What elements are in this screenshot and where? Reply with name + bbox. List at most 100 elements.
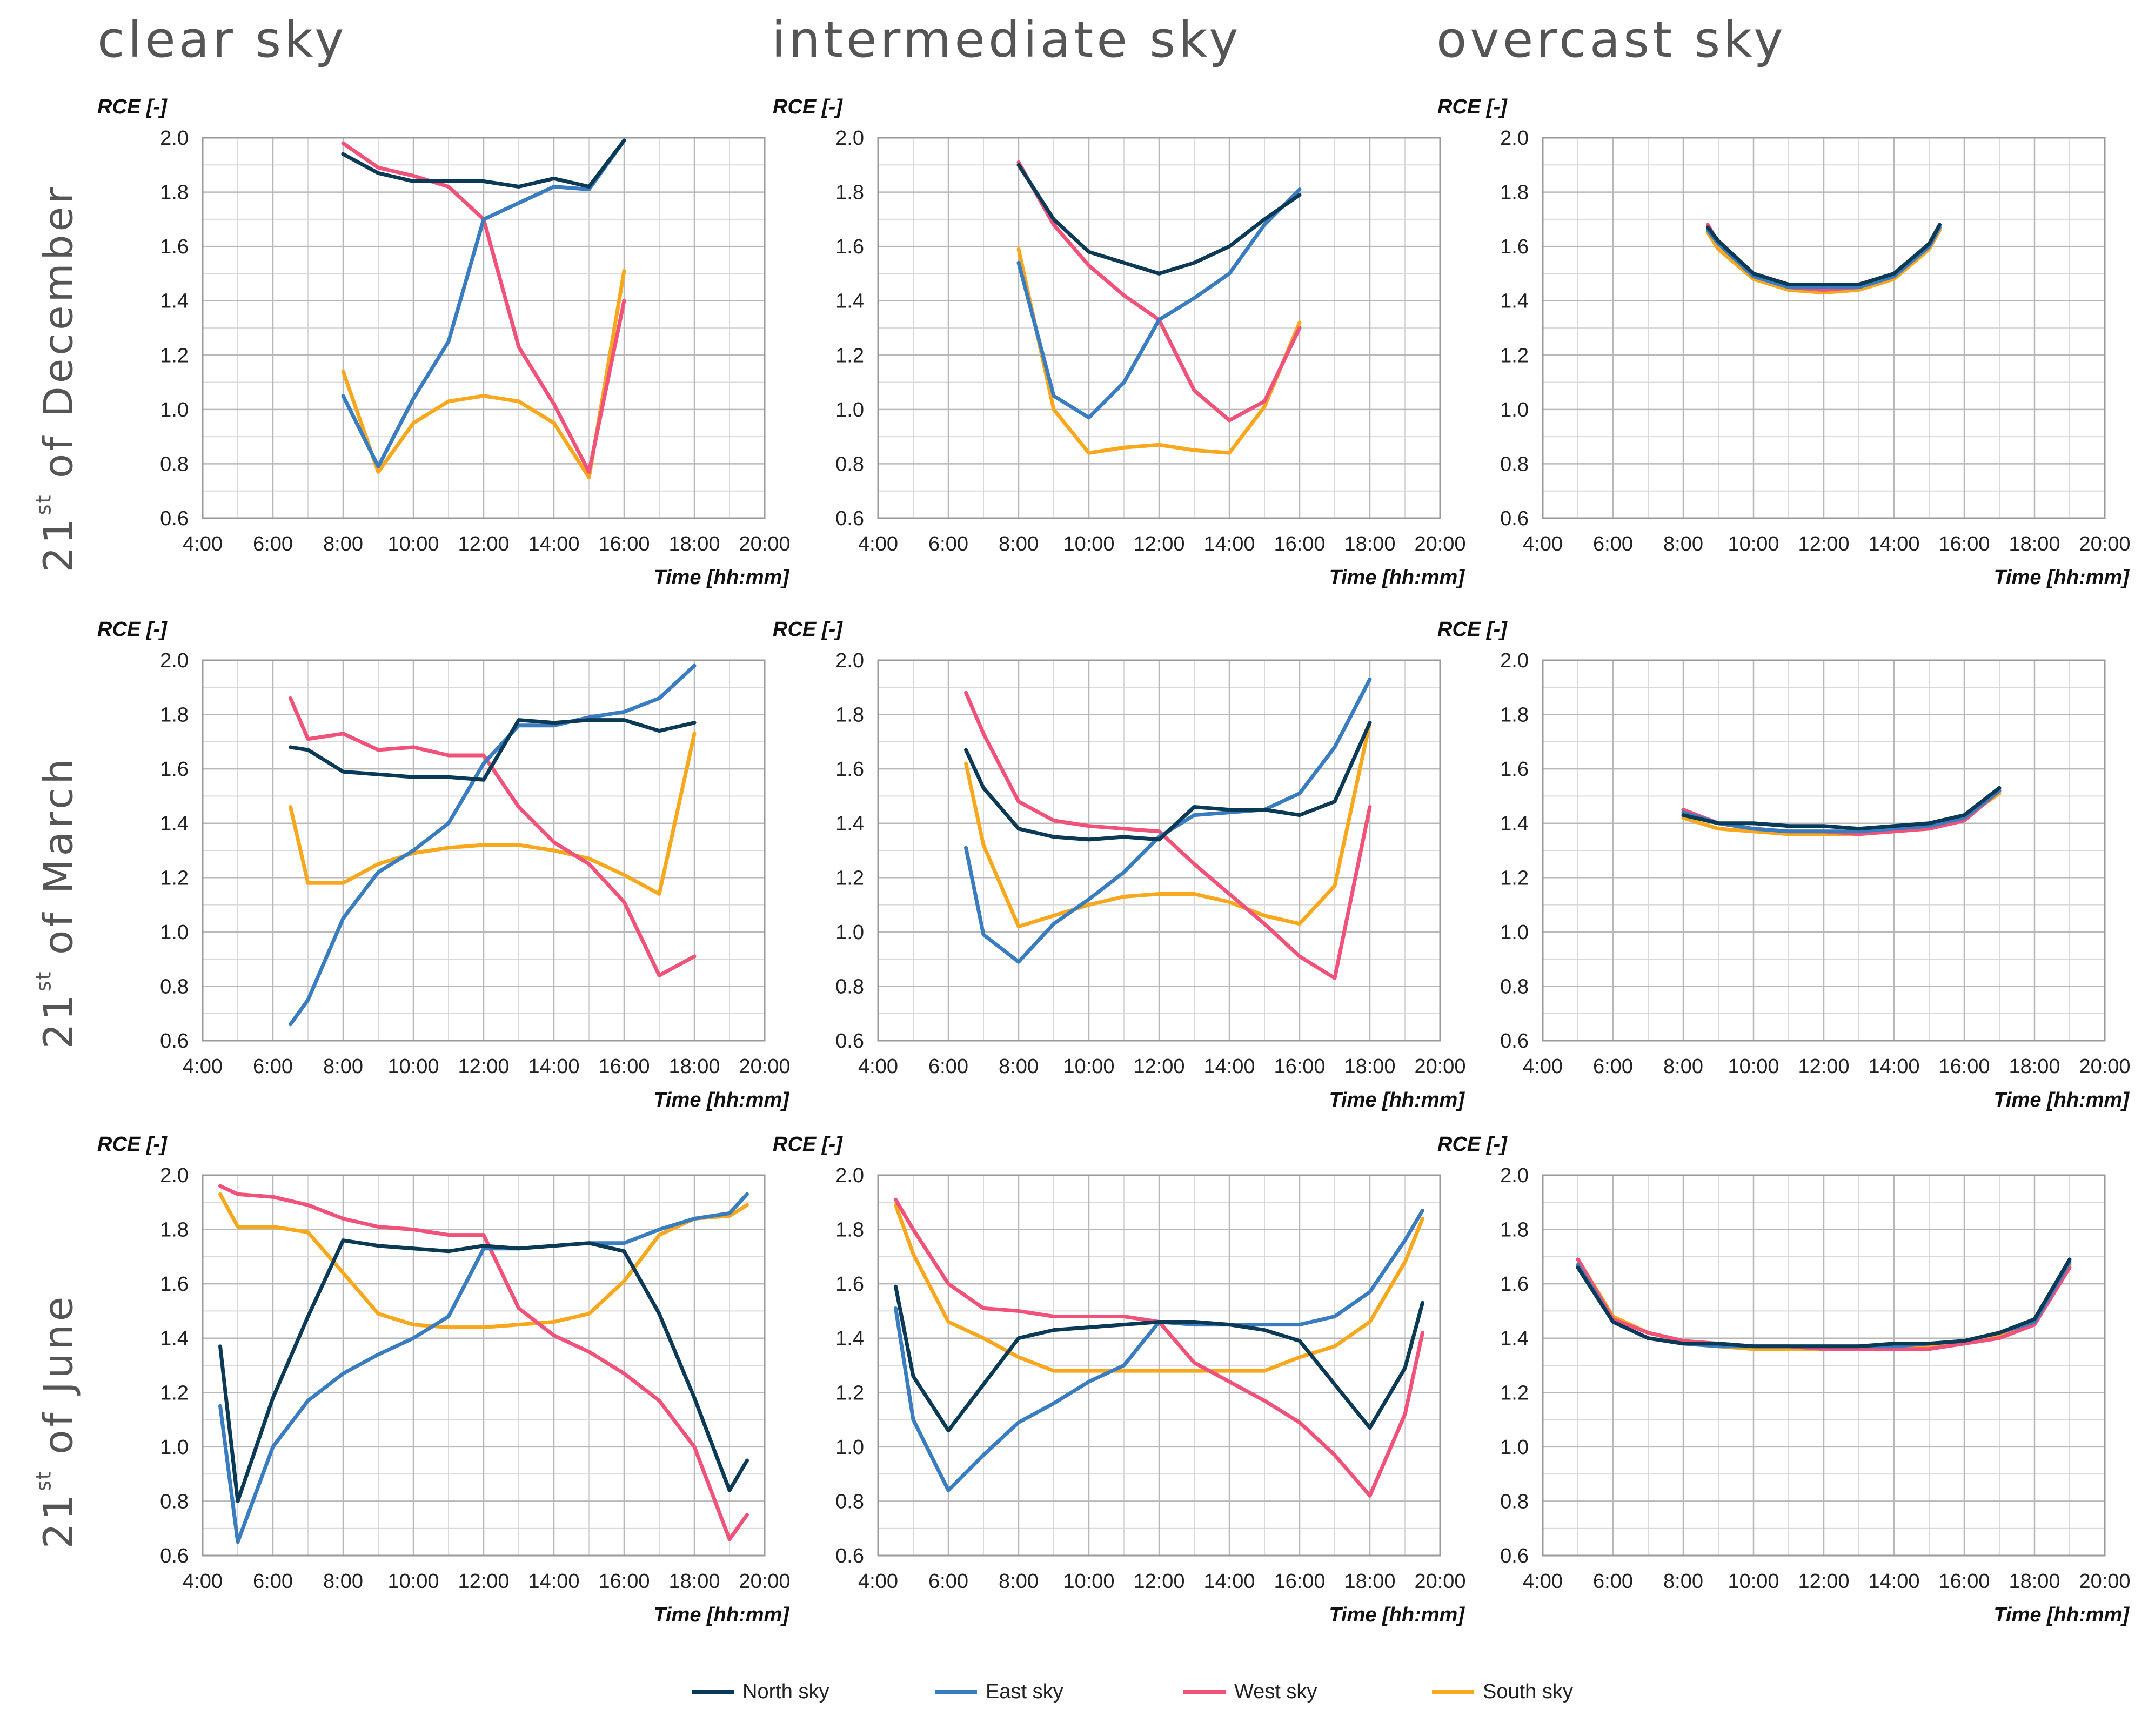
y-axis-label: RCE [-] bbox=[1437, 1133, 1508, 1156]
y-axis-label: RCE [-] bbox=[1437, 618, 1508, 641]
y-tick-label: 1.4 bbox=[1500, 1328, 1529, 1350]
y-tick-label: 0.8 bbox=[1500, 453, 1529, 475]
legend-item-east: East sky bbox=[935, 1680, 1063, 1704]
x-tick-label: 18:00 bbox=[1344, 1055, 1395, 1078]
y-tick-label: 1.4 bbox=[160, 290, 189, 313]
plot-frame bbox=[1542, 659, 2106, 1042]
x-tick-label: 8:00 bbox=[999, 1570, 1039, 1593]
x-tick-label: 4:00 bbox=[1523, 533, 1563, 555]
plot-frame bbox=[202, 137, 766, 519]
series-line-south bbox=[964, 721, 1372, 929]
y-tick-label: 2.0 bbox=[160, 649, 189, 672]
y-tick-label: 0.8 bbox=[160, 975, 189, 998]
series-line-north bbox=[964, 721, 1372, 842]
x-tick-label: 14:00 bbox=[528, 1570, 579, 1593]
series-line-east bbox=[964, 677, 1372, 964]
y-tick-label: 0.8 bbox=[835, 453, 864, 475]
x-tick-label: 10:00 bbox=[1063, 1570, 1114, 1593]
y-axis-label: RCE [-] bbox=[1437, 96, 1508, 118]
y-tick-label: 0.6 bbox=[1500, 1545, 1529, 1567]
x-tick-label: 18:00 bbox=[2009, 533, 2060, 555]
y-tick-label: 0.8 bbox=[835, 975, 864, 998]
y-tick-label: 1.2 bbox=[1500, 344, 1529, 367]
x-tick-label: 10:00 bbox=[387, 1055, 439, 1078]
x-tick-label: 4:00 bbox=[858, 1055, 898, 1078]
y-tick-label: 1.6 bbox=[835, 236, 864, 258]
y-tick-label: 1.4 bbox=[1500, 813, 1529, 835]
y-tick-label: 1.8 bbox=[160, 1219, 189, 1242]
x-tick-label: 10:00 bbox=[1728, 1570, 1779, 1593]
x-tick-label: 18:00 bbox=[1344, 1570, 1395, 1593]
plot-frame bbox=[202, 1174, 766, 1557]
y-axis-label: RCE [-] bbox=[97, 1133, 168, 1156]
y-tick-label: 1.6 bbox=[160, 1273, 189, 1296]
x-tick-label: 16:00 bbox=[1938, 1055, 1990, 1078]
x-tick-label: 8:00 bbox=[999, 533, 1039, 555]
x-tick-label: 14:00 bbox=[1868, 1570, 1919, 1593]
y-tick-label: 1.0 bbox=[160, 399, 189, 421]
legend-item-west: West sky bbox=[1183, 1680, 1317, 1704]
x-tick-label: 10:00 bbox=[1728, 1055, 1779, 1078]
x-tick-label: 14:00 bbox=[1868, 1055, 1919, 1078]
y-tick-label: 1.8 bbox=[835, 1219, 864, 1242]
y-tick-label: 1.4 bbox=[1500, 290, 1529, 313]
plot-frame bbox=[877, 659, 1441, 1042]
legend-item-south: South sky bbox=[1432, 1680, 1573, 1704]
y-tick-label: 0.6 bbox=[160, 1030, 189, 1053]
y-tick-label: 2.0 bbox=[160, 1164, 189, 1187]
y-tick-label: 1.8 bbox=[1500, 1219, 1529, 1242]
series-line-south bbox=[1016, 247, 1302, 455]
column-title-overcast-sky: overcast sky bbox=[1436, 11, 1786, 69]
y-tick-label: 1.4 bbox=[160, 1328, 189, 1350]
x-tick-label: 20:00 bbox=[1414, 1055, 1465, 1078]
y-tick-label: 0.8 bbox=[1500, 975, 1529, 998]
y-tick-label: 2.0 bbox=[835, 127, 864, 150]
chart-1-2: 0.6 0.8 1.0 1.2 1.4 1.6 1.8 2.0 4:00 6:00 8:00 10:0… bbox=[1437, 618, 2131, 1111]
x-axis-label: Time [hh:mm] bbox=[653, 1604, 789, 1626]
series-line-north bbox=[218, 1238, 749, 1503]
x-tick-label: 4:00 bbox=[183, 1055, 223, 1078]
x-tick-label: 20:00 bbox=[2079, 1570, 2130, 1593]
y-tick-label: 1.8 bbox=[1500, 182, 1529, 204]
legend-swatch-east bbox=[935, 1690, 977, 1694]
y-tick-label: 1.4 bbox=[835, 813, 864, 835]
x-tick-label: 6:00 bbox=[928, 1570, 968, 1593]
x-axis-label: Time [hh:mm] bbox=[653, 566, 789, 589]
legend-label-west: West sky bbox=[1234, 1680, 1317, 1703]
x-tick-label: 20:00 bbox=[2079, 533, 2130, 555]
x-tick-label: 18:00 bbox=[2009, 1570, 2060, 1593]
x-tick-label: 4:00 bbox=[1523, 1055, 1563, 1078]
x-tick-label: 6:00 bbox=[253, 1055, 293, 1078]
y-tick-label: 0.6 bbox=[160, 507, 189, 530]
x-tick-label: 6:00 bbox=[1593, 1055, 1633, 1078]
y-tick-label: 1.4 bbox=[835, 1328, 864, 1350]
series-line-south bbox=[289, 732, 697, 896]
y-tick-label: 1.8 bbox=[160, 182, 189, 204]
x-tick-label: 12:00 bbox=[1133, 1055, 1184, 1078]
x-axis-label: Time [hh:mm] bbox=[1329, 1089, 1465, 1111]
legend-label-south: South sky bbox=[1483, 1680, 1573, 1703]
series-line-west bbox=[289, 696, 697, 977]
column-title-clear-sky: clear sky bbox=[97, 11, 347, 69]
y-axis-label: RCE [-] bbox=[97, 96, 168, 118]
x-tick-label: 20:00 bbox=[2079, 1055, 2130, 1078]
y-tick-label: 2.0 bbox=[1500, 127, 1529, 150]
y-tick-label: 0.6 bbox=[1500, 507, 1529, 530]
x-axis-label: Time [hh:mm] bbox=[1993, 1604, 2130, 1626]
y-tick-label: 1.2 bbox=[160, 1382, 189, 1404]
chart-2-0: 0.6 0.8 1.0 1.2 1.4 1.6 1.8 2.0 4:00 6:00 8:00 10:0… bbox=[97, 1133, 791, 1626]
x-tick-label: 8:00 bbox=[1663, 1570, 1703, 1593]
plot-frame bbox=[877, 1174, 1441, 1557]
x-tick-label: 16:00 bbox=[598, 533, 650, 555]
x-tick-label: 12:00 bbox=[1133, 1570, 1184, 1593]
plot-frame bbox=[877, 137, 1441, 519]
x-tick-label: 20:00 bbox=[739, 533, 790, 555]
y-tick-label: 1.6 bbox=[835, 1273, 864, 1296]
y-tick-label: 2.0 bbox=[835, 1164, 864, 1187]
x-tick-label: 16:00 bbox=[1274, 1570, 1325, 1593]
x-tick-label: 6:00 bbox=[1593, 1570, 1633, 1593]
series-line-west bbox=[964, 691, 1372, 980]
x-tick-label: 16:00 bbox=[1274, 533, 1325, 555]
x-tick-label: 6:00 bbox=[928, 1055, 968, 1078]
y-tick-label: 1.8 bbox=[835, 182, 864, 204]
